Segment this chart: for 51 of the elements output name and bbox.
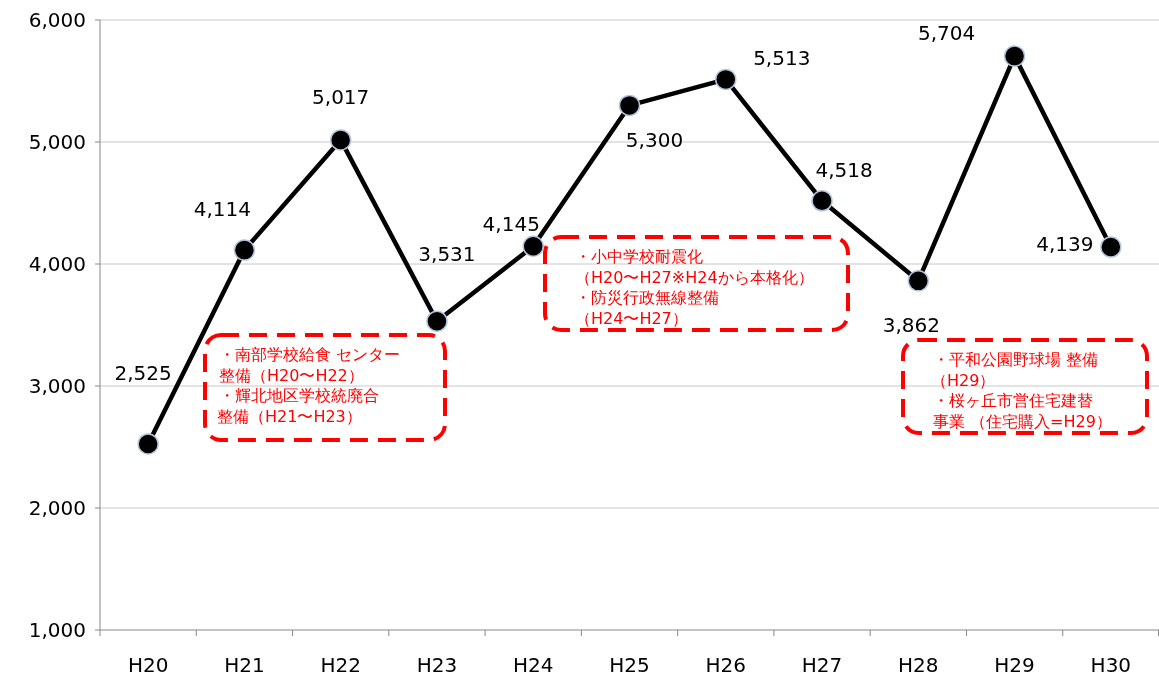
x-tick-label: H29	[994, 653, 1035, 677]
point	[522, 235, 544, 258]
data-label: 4,139	[1036, 232, 1094, 257]
data-label: 5,513	[753, 46, 811, 71]
annotation: （H20〜H27※H24から本格化）	[575, 267, 814, 287]
point	[1003, 45, 1026, 67]
y-tick-label: 4,000	[28, 252, 86, 276]
annotation: ・平和公園野球場 整備	[933, 350, 1099, 369]
y-tick-label: 1,000	[28, 618, 86, 642]
x-tick-label: H21	[224, 653, 265, 677]
x-tick-label: H27	[801, 653, 843, 677]
y-tick-label: 3,000	[28, 374, 86, 398]
x-tick-label: H20	[127, 653, 169, 677]
annotation: ・小中学校耐震化	[575, 247, 703, 266]
annotation: 事業 （住宅購入=H29）	[933, 411, 1112, 431]
annotation: （H29）	[931, 370, 996, 390]
point	[426, 310, 448, 332]
x-tick-label: H25	[609, 653, 650, 677]
point	[137, 433, 159, 455]
data-label: 5,300	[625, 128, 684, 153]
y-tick-label: 5,000	[28, 130, 86, 154]
y-tick-label: 6,000	[28, 8, 86, 32]
annotation: ・輝北地区学校統廃合	[219, 386, 379, 405]
x-tick-label: H24	[512, 653, 554, 677]
data-label: 3,531	[418, 242, 476, 267]
data-label: 3,862	[882, 312, 940, 337]
x-tick-label: H23	[416, 653, 458, 677]
data-label: 4,114	[193, 197, 252, 222]
data-label: 5,017	[312, 84, 370, 109]
data-label: 4,145	[482, 212, 540, 237]
data-label: 4,518	[815, 157, 873, 182]
x-tick-label: H30	[1090, 653, 1132, 677]
data-label: 5,704	[917, 21, 976, 46]
x-tick-label: H28	[898, 653, 939, 677]
y-tick-label: 2,000	[28, 496, 86, 520]
x-tick-label: H26	[705, 653, 747, 677]
point	[907, 270, 930, 292]
point	[233, 239, 256, 261]
annotation: （H24〜H27）	[575, 308, 688, 328]
annotation: ・防災行政無線整備	[575, 288, 719, 307]
point	[618, 94, 641, 117]
data-label: 2,525	[114, 360, 172, 385]
annotation: 整備（H20〜H22）	[219, 365, 364, 385]
x-tick-label: H22	[320, 653, 361, 677]
point	[1100, 236, 1122, 258]
point	[329, 129, 352, 151]
point	[715, 68, 737, 91]
annotation: ・桜ヶ丘市営住宅建替	[933, 391, 1093, 410]
point	[811, 190, 833, 212]
annotation: 整備（H21〜H23）	[217, 406, 362, 426]
annotation: ・南部学校給食 センター	[219, 345, 401, 364]
